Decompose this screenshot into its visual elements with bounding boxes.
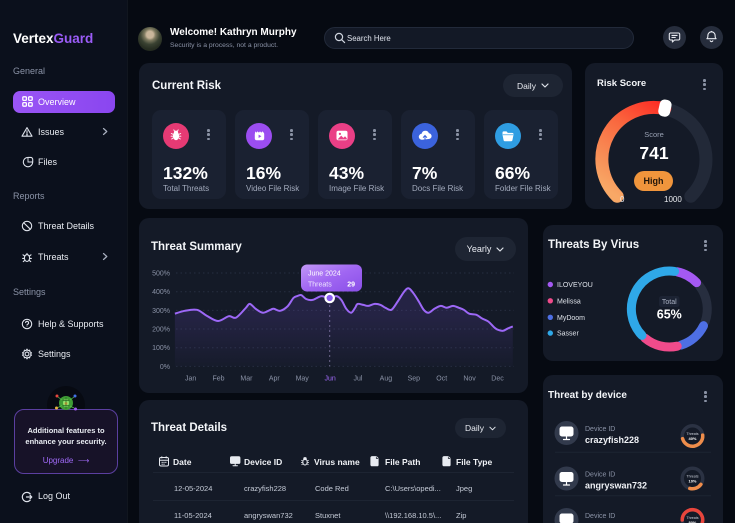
svg-text:Date: Date (173, 457, 192, 467)
svg-text:Jan: Jan (185, 376, 196, 383)
svg-text:80%: 80% (688, 520, 696, 523)
svg-text:Zip: Zip (456, 511, 466, 520)
svg-text:Device ID: Device ID (585, 426, 615, 433)
svg-text:MyDoom: MyDoom (557, 315, 585, 322)
svg-text:400%: 400% (152, 289, 170, 296)
svg-text:Sep: Sep (408, 376, 421, 383)
svg-text:File Path: File Path (385, 457, 420, 467)
svg-text:Device ID: Device ID (585, 513, 615, 520)
svg-text:C:\Users\opedi...: C:\Users\opedi... (385, 484, 441, 493)
svg-text:Jul: Jul (354, 376, 363, 383)
svg-text:Score: Score (644, 130, 664, 139)
svg-text:File Type: File Type (456, 457, 492, 467)
svg-text:Aug: Aug (380, 376, 393, 383)
svg-text:10%: 10% (688, 479, 696, 484)
svg-text:Threats: Threats (686, 475, 698, 479)
svg-text:Nov: Nov (463, 376, 476, 383)
svg-text:Melissa: Melissa (557, 298, 581, 305)
svg-text:Oct: Oct (436, 376, 447, 383)
svg-text:12-05-2024: 12-05-2024 (174, 484, 212, 493)
svg-text:Code Red: Code Red (315, 484, 349, 493)
svg-text:Sasser: Sasser (557, 331, 579, 338)
svg-text:Threats: Threats (308, 282, 332, 289)
svg-text:Dec: Dec (491, 376, 504, 383)
svg-text:Mar: Mar (240, 376, 253, 383)
svg-text:100%: 100% (152, 345, 170, 352)
svg-text:11-05-2024: 11-05-2024 (174, 511, 212, 520)
svg-text:500%: 500% (152, 271, 170, 278)
svg-text:Total: Total (662, 299, 677, 306)
svg-text:741: 741 (639, 143, 668, 163)
svg-text:40%: 40% (688, 436, 696, 441)
svg-text:29: 29 (347, 282, 355, 289)
svg-text:Threats: Threats (686, 516, 698, 520)
svg-text:May: May (296, 376, 310, 383)
svg-text:Virus name: Virus name (314, 457, 360, 467)
svg-text:Feb: Feb (212, 376, 224, 383)
svg-text:June 2024: June 2024 (308, 271, 341, 278)
svg-text:Threats: Threats (686, 432, 698, 436)
svg-text:Apr: Apr (269, 376, 281, 383)
svg-text:65%: 65% (657, 308, 682, 322)
svg-text:Jpeg: Jpeg (456, 484, 472, 493)
svg-text:200%: 200% (152, 327, 170, 334)
svg-text:crazyfish228: crazyfish228 (244, 484, 286, 493)
svg-text:Stuxnet: Stuxnet (315, 511, 341, 520)
svg-text:Device ID: Device ID (244, 457, 282, 467)
svg-text:crazyfish228: crazyfish228 (585, 435, 639, 445)
svg-text:\\192.168.10.5\...: \\192.168.10.5\... (385, 511, 441, 520)
svg-text:ILOVEYOU: ILOVEYOU (557, 282, 593, 289)
svg-text:300%: 300% (152, 308, 170, 315)
svg-text:Jun: Jun (324, 376, 335, 383)
svg-text:angryswan732: angryswan732 (244, 511, 293, 520)
svg-text:Device ID: Device ID (585, 472, 615, 479)
svg-text:angryswan732: angryswan732 (585, 481, 647, 491)
svg-text:0%: 0% (160, 364, 170, 371)
